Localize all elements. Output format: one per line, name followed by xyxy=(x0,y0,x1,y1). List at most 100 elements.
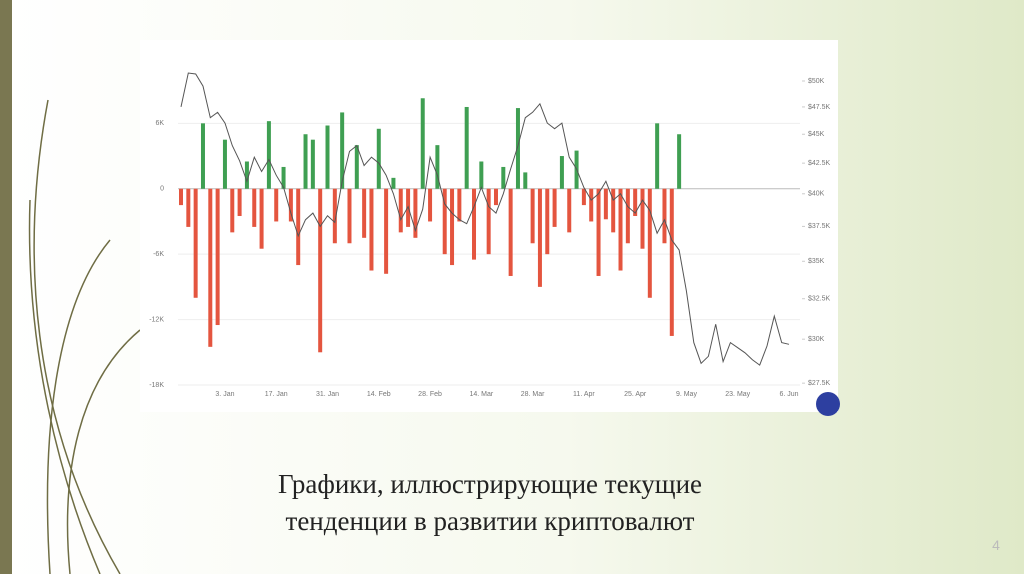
y2-tick-label: $30K xyxy=(808,336,825,343)
bar xyxy=(222,139,227,189)
bar xyxy=(318,188,323,353)
x-tick-label: 17. Jan xyxy=(265,391,288,398)
y-tick-label: 6K xyxy=(155,120,164,127)
decor-lines xyxy=(28,99,141,574)
bar xyxy=(581,188,586,206)
bar xyxy=(332,188,337,244)
bar xyxy=(362,188,367,238)
y2-tick-label: $50K xyxy=(808,78,825,85)
bar xyxy=(186,188,191,227)
bar xyxy=(215,188,220,326)
bar xyxy=(391,177,396,189)
bar xyxy=(501,166,506,189)
bar xyxy=(552,188,557,227)
caption-line: тенденции в развитии криптовалют xyxy=(286,506,695,536)
bar xyxy=(259,188,264,249)
bar xyxy=(384,188,389,274)
x-tick-label: 31. Jan xyxy=(316,391,339,398)
bar xyxy=(589,188,594,222)
bar xyxy=(208,188,213,347)
y-tick-label: -12K xyxy=(149,316,164,323)
bar xyxy=(523,172,528,189)
bar xyxy=(596,188,601,276)
y-tick-label: -6K xyxy=(153,251,164,258)
bar xyxy=(545,188,550,255)
y2-tick-label: $47.5K xyxy=(808,104,831,111)
bar xyxy=(537,188,542,287)
y2-tick-label: $40K xyxy=(808,191,825,198)
bar xyxy=(340,112,345,189)
bar xyxy=(559,156,564,189)
caption-line: Графики, иллюстрирующие текущие xyxy=(278,469,702,499)
bar xyxy=(347,188,352,244)
bar xyxy=(493,188,498,206)
bar xyxy=(281,166,286,189)
bar xyxy=(193,188,198,298)
bar xyxy=(310,139,315,189)
bar xyxy=(296,188,301,266)
bar xyxy=(428,188,433,222)
y2-tick-label: $42.5K xyxy=(808,160,831,167)
bar xyxy=(413,188,418,238)
price-line xyxy=(180,72,790,366)
y2-tick-label: $32.5K xyxy=(808,296,831,303)
bar xyxy=(640,188,645,249)
bar xyxy=(508,188,513,276)
bar xyxy=(486,188,491,255)
bar xyxy=(288,188,293,222)
bar xyxy=(647,188,652,298)
bar xyxy=(655,123,660,189)
bar xyxy=(450,188,455,266)
x-tick-label: 11. Apr xyxy=(573,391,595,398)
bar xyxy=(611,188,616,233)
bar xyxy=(274,188,279,222)
bar xyxy=(515,108,520,189)
bar xyxy=(457,188,462,222)
x-tick-label: 14. Mar xyxy=(469,391,493,398)
y2-tick-label: $27.5K xyxy=(808,380,831,387)
bar xyxy=(662,188,667,244)
x-tick-label: 6. Jun xyxy=(779,391,798,398)
bar xyxy=(669,188,674,336)
chart: 6K 0 -6K -12K -18K $50K $47.5K $45K $42.5K $40K $3… xyxy=(149,72,831,398)
bar xyxy=(303,134,308,189)
y-tick-label: -18K xyxy=(149,382,164,389)
x-tick-label: 25. Apr xyxy=(624,391,647,398)
y2-tick-label: $45K xyxy=(808,131,825,138)
bar xyxy=(625,188,630,244)
bar xyxy=(266,121,271,189)
x-tick-label: 3. Jan xyxy=(215,391,234,398)
page-number: 4 xyxy=(992,537,1000,553)
x-tick-label: 9. May xyxy=(676,391,698,398)
bar xyxy=(435,145,440,189)
y-tick-label: 0 xyxy=(160,186,164,193)
bar xyxy=(603,188,608,220)
bar xyxy=(633,188,638,217)
bar xyxy=(325,125,330,189)
bar xyxy=(354,145,359,189)
bar xyxy=(677,134,682,189)
bar xyxy=(230,188,235,233)
side-bar xyxy=(0,0,12,574)
bar xyxy=(530,188,535,244)
bar xyxy=(244,161,249,189)
x-tick-label: 28. Feb xyxy=(418,391,442,398)
bar xyxy=(200,123,205,189)
bar xyxy=(567,188,572,233)
bar xyxy=(252,188,257,227)
bar xyxy=(179,188,183,206)
bar xyxy=(442,188,447,255)
bar xyxy=(376,128,381,189)
x-tick-label: 23. May xyxy=(725,391,750,398)
bar xyxy=(618,188,623,271)
y2-tick-label: $35K xyxy=(808,258,825,265)
logo xyxy=(816,392,840,416)
bar xyxy=(464,106,469,189)
x-tick-label: 14. Feb xyxy=(367,391,391,398)
bar xyxy=(420,98,425,189)
bar xyxy=(479,161,484,189)
bar xyxy=(369,188,374,271)
y2-tick-label: $37.5K xyxy=(808,223,831,230)
bar xyxy=(237,188,242,217)
